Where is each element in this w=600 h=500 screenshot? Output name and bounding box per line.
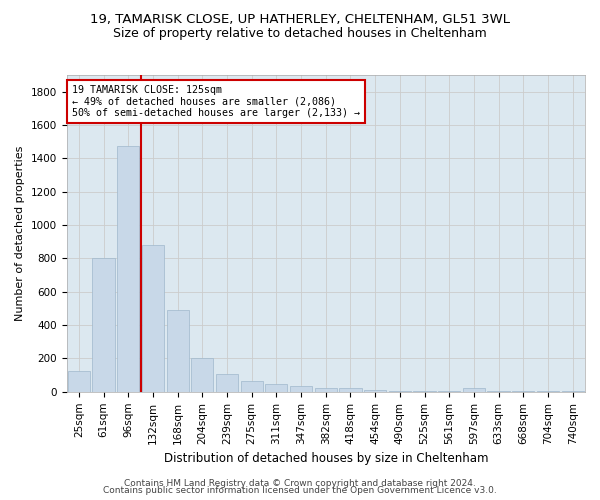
Bar (265, 384, 287, 392)
Bar (117, 146, 139, 392)
Bar (413, 391, 436, 392)
Bar (68, 371, 90, 392)
Text: Contains HM Land Registry data © Crown copyright and database right 2024.: Contains HM Land Registry data © Crown c… (124, 478, 476, 488)
Bar (562, 391, 584, 392)
Bar (142, 245, 164, 392)
Bar (389, 391, 411, 392)
Text: Size of property relative to detached houses in Cheltenham: Size of property relative to detached ho… (113, 28, 487, 40)
Bar (463, 388, 485, 392)
Bar (167, 310, 189, 392)
Bar (487, 391, 509, 392)
Bar (241, 381, 263, 392)
Bar (216, 374, 238, 392)
Bar (537, 391, 559, 392)
Bar (364, 390, 386, 392)
Bar (340, 388, 362, 392)
Bar (290, 386, 312, 392)
Y-axis label: Number of detached properties: Number of detached properties (15, 146, 25, 321)
Text: Contains public sector information licensed under the Open Government Licence v3: Contains public sector information licen… (103, 486, 497, 495)
Text: 19 TAMARISK CLOSE: 125sqm
← 49% of detached houses are smaller (2,086)
50% of se: 19 TAMARISK CLOSE: 125sqm ← 49% of detac… (72, 84, 360, 117)
Bar (512, 391, 535, 392)
X-axis label: Distribution of detached houses by size in Cheltenham: Distribution of detached houses by size … (164, 452, 488, 465)
Text: 19, TAMARISK CLOSE, UP HATHERLEY, CHELTENHAM, GL51 3WL: 19, TAMARISK CLOSE, UP HATHERLEY, CHELTE… (90, 12, 510, 26)
Bar (92, 258, 115, 392)
Bar (438, 391, 460, 392)
Bar (314, 388, 337, 392)
Bar (191, 358, 214, 392)
